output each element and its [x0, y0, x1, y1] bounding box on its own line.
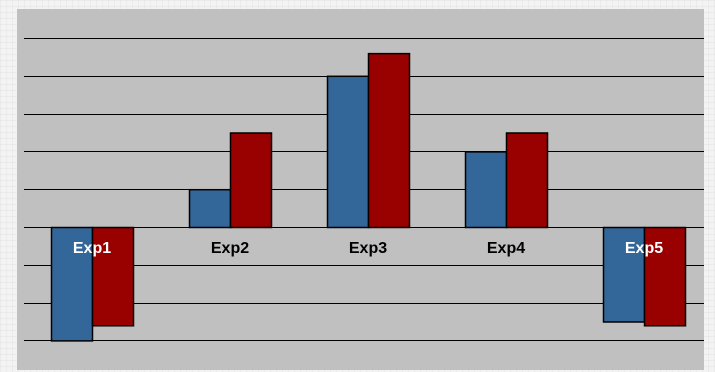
- bar-exp5-series-2: [643, 226, 687, 327]
- bar-exp1-series-1: [50, 226, 94, 342]
- x-tick-label-exp1: Exp1: [73, 240, 111, 257]
- bar-exp1-series-2: [91, 226, 135, 327]
- bar-exp2-series-1: [188, 188, 232, 229]
- bar-exp3-series-2: [367, 52, 411, 229]
- bar-exp4-series-2: [505, 132, 549, 229]
- bar-exp2-series-2: [229, 132, 273, 229]
- bars: [50, 52, 687, 342]
- bar-exp4-series-1: [464, 151, 508, 229]
- x-tick-label-exp5: Exp5: [625, 240, 663, 257]
- bar-exp5-series-1: [602, 226, 646, 323]
- x-tick-label-exp3: Exp3: [349, 240, 387, 257]
- x-tick-label-exp4: Exp4: [487, 240, 525, 257]
- x-tick-label-exp2: Exp2: [211, 240, 249, 257]
- x-tick-labels: Exp1 Exp2 Exp3 Exp4 Exp5: [73, 240, 663, 257]
- bar-exp3-series-1: [326, 75, 370, 229]
